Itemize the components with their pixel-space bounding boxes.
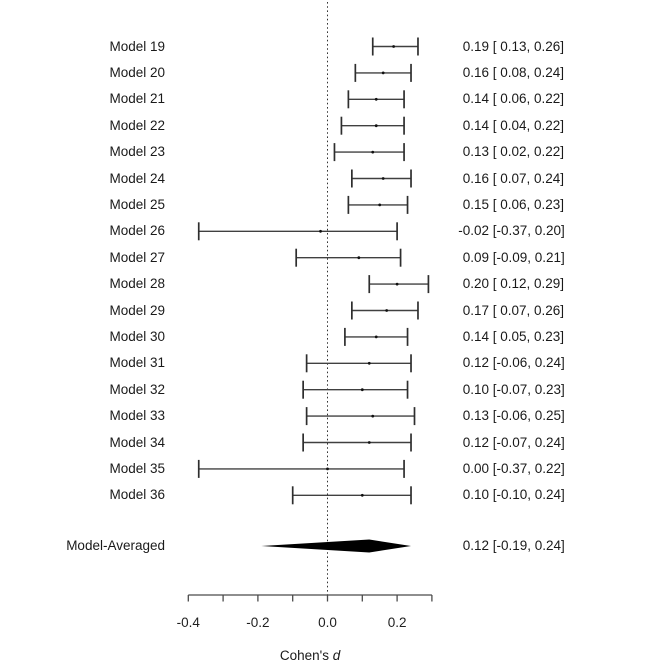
error-bar-row [351,301,419,320]
error-bar-row [197,222,398,241]
point-estimate-dot [374,124,378,128]
error-bar-row [368,275,430,294]
error-bar-row [305,354,412,373]
summary-diamond [261,539,412,553]
point-estimate-dot [378,203,382,207]
point-estimate-dot [371,150,375,154]
error-bar-row [351,169,412,188]
point-estimate-dot [392,45,396,48]
error-bar-row [333,143,405,162]
x-axis-title-text: Cohen's [279,648,333,663]
point-estimate-dot [319,229,322,233]
point-estimate-dot [385,309,389,312]
point-estimate-dot [367,441,371,444]
error-bar-row [305,407,416,426]
point-estimate-dot [326,467,329,471]
x-axis-title: Cohen's d [230,648,390,664]
point-estimate-dot [395,282,399,286]
point-estimate-dot [371,414,375,418]
error-bar-row [291,486,412,505]
error-bar-row [295,248,402,267]
point-estimate-dot [381,177,385,180]
error-bar-row [302,433,412,452]
point-estimate-dot [374,335,378,339]
error-bar-row [344,327,409,346]
point-estimate-dot [360,388,364,392]
point-estimate-dot [360,493,364,497]
error-bar-row [197,459,405,478]
error-bar-row [354,63,412,82]
point-estimate-dot [367,361,371,365]
point-estimate-dot [374,97,378,101]
error-bar-row [347,195,409,214]
x-axis-title-italic: d [332,648,341,663]
point-estimate-dot [381,71,385,75]
point-estimate-dot [357,256,361,260]
error-bar-row [302,380,409,399]
error-bar-row [371,37,419,56]
error-bar-row [347,90,405,109]
error-bar-row [340,116,405,135]
